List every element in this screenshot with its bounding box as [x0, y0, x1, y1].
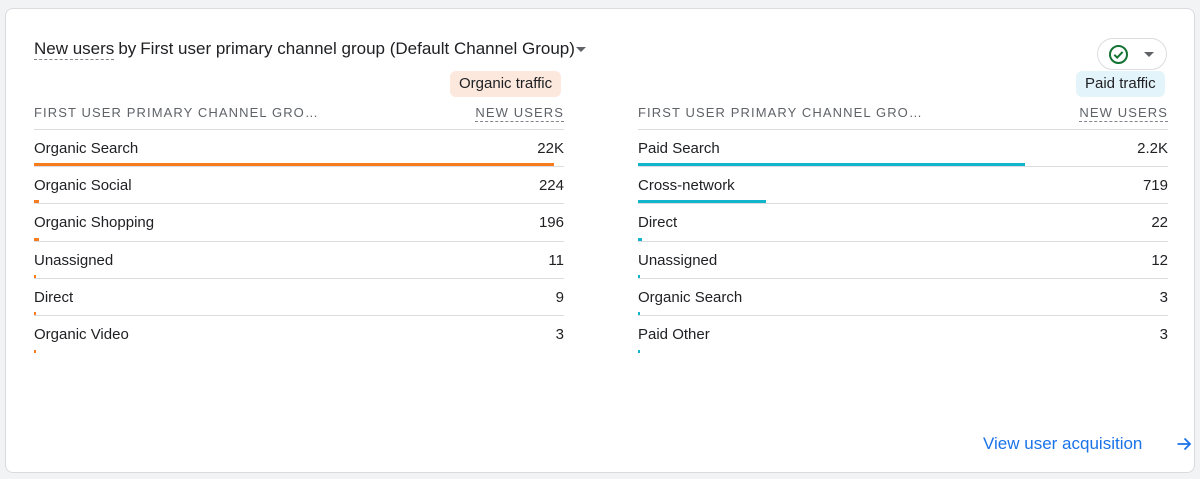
new-users-column-header[interactable]: NEW USERS — [475, 105, 564, 122]
row-value: 22 — [1151, 214, 1168, 232]
table-row: Direct 22 — [638, 204, 1168, 242]
table-row: Organic Social 224 — [34, 167, 564, 205]
row-label: Organic Social — [34, 177, 132, 195]
table-row: Organic Search 22K — [34, 130, 564, 168]
row-bar — [638, 237, 642, 241]
new-users-column-header[interactable]: NEW USERS — [1079, 105, 1168, 122]
table-header: FIRST USER PRIMARY CHANNEL GRO… NEW USER… — [34, 103, 564, 130]
row-value: 224 — [538, 177, 564, 195]
card-title: New users by First user primary channel gr… — [34, 39, 586, 60]
row-bar — [34, 311, 36, 315]
row-bar — [638, 274, 640, 278]
row-label: Organic Video — [34, 325, 129, 343]
row-label: Organic Shopping — [34, 214, 155, 232]
table-row: Paid Other 3 — [638, 316, 1168, 354]
acquisition-card: New users by First user primary channel gr… — [5, 8, 1195, 473]
table-row: Direct 9 — [34, 279, 564, 316]
check-circle-icon — [1108, 44, 1129, 70]
table-row: Paid Search 2.2K — [638, 130, 1168, 168]
row-bar — [34, 237, 39, 241]
dimension-dropdown-icon[interactable] — [575, 47, 586, 53]
row-label: Unassigned — [638, 251, 718, 269]
row-bar — [638, 200, 766, 204]
row-value: 719 — [1142, 177, 1168, 195]
row-label: Direct — [638, 214, 678, 232]
dimension-column-header: FIRST USER PRIMARY CHANNEL GRO… — [638, 105, 923, 120]
comparison-button[interactable] — [1097, 38, 1167, 70]
row-bar — [34, 163, 554, 167]
row-bar — [34, 350, 36, 354]
row-value: 12 — [1151, 251, 1168, 269]
row-value: 3 — [1159, 325, 1168, 343]
organic-traffic-chip: Organic traffic — [450, 71, 562, 97]
row-bar — [34, 200, 39, 204]
table-row: Organic Search 3 — [638, 279, 1168, 316]
table-row: Organic Shopping 196 — [34, 204, 564, 242]
row-bar — [34, 274, 36, 278]
table-row: Unassigned 11 — [34, 242, 564, 279]
row-value: 3 — [1159, 288, 1168, 306]
organic-table: FIRST USER PRIMARY CHANNEL GRO… NEW USER… — [34, 103, 564, 354]
dimension-column-header: FIRST USER PRIMARY CHANNEL GRO… — [34, 105, 319, 120]
view-user-acquisition-link[interactable]: View user acquisition — [983, 434, 1192, 454]
paid-traffic-chip: Paid traffic — [1076, 71, 1165, 97]
dimension-selector[interactable]: First user primary channel group (Defaul… — [140, 39, 575, 58]
title-by-text: by — [118, 39, 137, 58]
table-header: FIRST USER PRIMARY CHANNEL GRO… NEW USER… — [638, 103, 1168, 130]
row-bar — [638, 350, 640, 354]
row-value: 3 — [555, 325, 564, 343]
arrow-right-icon — [1176, 436, 1192, 457]
view-link-label: View user acquisition — [983, 434, 1143, 453]
metric-selector[interactable]: New users — [34, 39, 115, 60]
chevron-down-icon — [1144, 52, 1154, 57]
row-value: 196 — [538, 214, 564, 232]
row-value: 9 — [555, 288, 564, 306]
row-label: Paid Other — [638, 325, 710, 343]
table-row: Cross-network 719 — [638, 167, 1168, 205]
row-value: 22K — [537, 140, 564, 157]
row-bar — [638, 311, 640, 315]
paid-table: FIRST USER PRIMARY CHANNEL GRO… NEW USER… — [638, 103, 1168, 354]
row-label: Organic Search — [34, 140, 139, 157]
row-label: Paid Search — [638, 140, 720, 157]
row-label: Unassigned — [34, 251, 114, 269]
table-row: Organic Video 3 — [34, 316, 564, 354]
row-value: 2.2K — [1137, 140, 1168, 157]
row-label: Cross-network — [638, 177, 735, 195]
row-bar — [638, 163, 1025, 167]
row-label: Organic Search — [638, 288, 743, 306]
table-row: Unassigned 12 — [638, 242, 1168, 279]
row-label: Direct — [34, 288, 74, 306]
row-value: 11 — [548, 251, 564, 269]
